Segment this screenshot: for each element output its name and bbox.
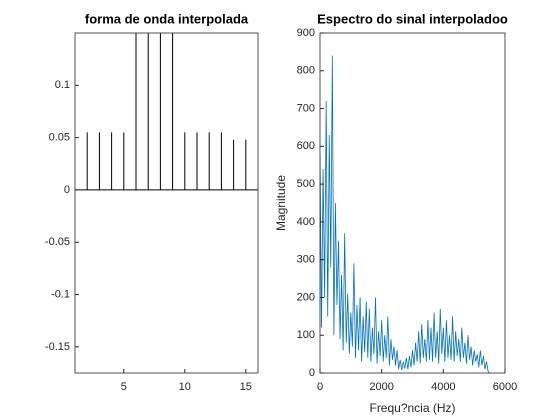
y-axis-label: Magnitude (274, 175, 288, 231)
x-tick-label: 0 (317, 381, 323, 393)
y-tick-label: 200 (297, 291, 315, 303)
x-tick-label: 4000 (431, 381, 455, 393)
y-tick-label: 0 (64, 184, 70, 196)
axes-title: forma de onda interpolada (85, 11, 249, 26)
x-tick-label: 6000 (493, 381, 517, 393)
plot-area (75, 33, 258, 191)
axes-box (74, 32, 259, 374)
y-tick-label: 0.1 (55, 79, 70, 91)
y-tick-label: -0.05 (45, 236, 70, 248)
y-tick-label: 0.05 (49, 132, 70, 144)
axes-title: Espectro do sinal interpoladoo (317, 11, 508, 26)
y-tick-label: -0.15 (45, 341, 70, 353)
axes-background (75, 33, 258, 373)
axes-background (320, 33, 505, 373)
axes-box (319, 32, 506, 374)
x-tick-label: 2000 (369, 381, 393, 393)
y-tick-label: 800 (297, 65, 315, 77)
x-tick-label: 15 (240, 381, 252, 393)
y-tick-label: 900 (297, 27, 315, 39)
y-tick-label: 0 (309, 367, 315, 379)
y-tick-label: -0.1 (51, 288, 70, 300)
y-tick-label: 600 (297, 140, 315, 152)
plot-area (320, 55, 490, 373)
x-tick-label: 10 (179, 381, 191, 393)
spectrum-line (320, 55, 490, 373)
y-tick-label: 400 (297, 216, 315, 228)
y-tick-label: 500 (297, 178, 315, 190)
x-axis-label: Frequ?ncia (Hz) (369, 401, 455, 415)
y-tick-label: 700 (297, 102, 315, 114)
y-tick-label: 100 (297, 329, 315, 341)
y-tick-label: 300 (297, 254, 315, 266)
x-tick-label: 5 (121, 381, 127, 393)
